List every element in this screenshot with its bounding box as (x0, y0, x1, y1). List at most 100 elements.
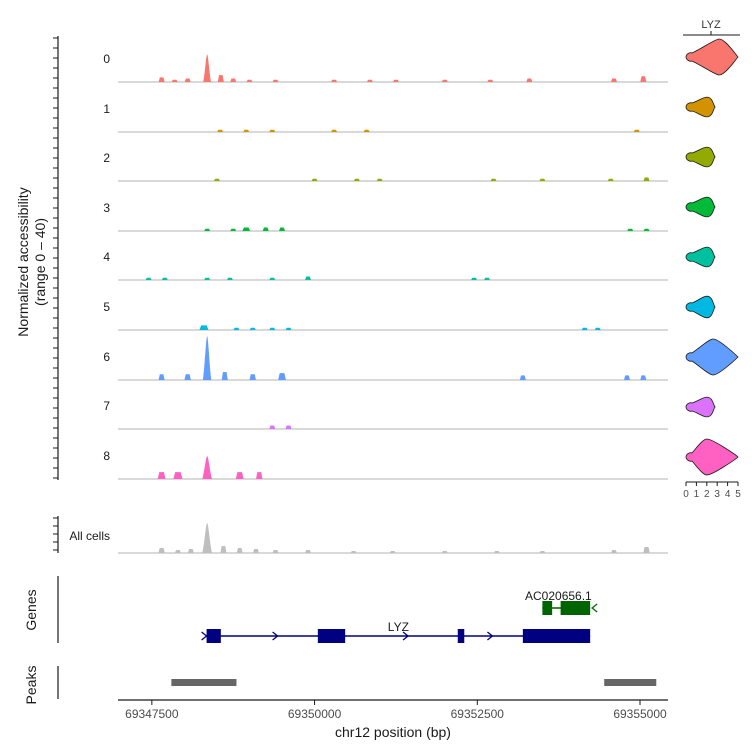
coverage-peak (633, 129, 640, 132)
coverage-peak (161, 277, 168, 280)
coverage-peak (171, 79, 178, 82)
coverage-peak (366, 79, 373, 82)
coverage-peak (202, 523, 213, 553)
coverage-peak (243, 129, 250, 132)
coverage-y-axis-title: Normalized accessibility(range 0 – 40) (15, 187, 48, 336)
violin-panel: LYZ 0 1 2 3 4 5 (683, 19, 741, 500)
coverage-peak (230, 78, 237, 82)
gene-exon (560, 601, 591, 615)
coverage-peak (249, 327, 256, 330)
coverage-peak (158, 374, 165, 380)
coverage-peak (640, 76, 647, 82)
gene-strand-arrow (487, 631, 494, 641)
violin-x-tick-label: 1 (694, 489, 700, 500)
coverage-peak (269, 425, 276, 429)
coverage-peak (272, 79, 279, 82)
coverage-peak (184, 374, 191, 380)
coverage-peak (640, 375, 647, 380)
peak-region (604, 679, 657, 686)
coverage-peak (441, 551, 448, 553)
coverage-peak (493, 551, 500, 553)
violin-shape (685, 438, 739, 476)
gene-strand-arrow (201, 631, 208, 641)
coverage-peak (519, 375, 526, 380)
coverage-peak (184, 78, 191, 82)
gene-exon (206, 629, 221, 643)
coverage-peak (539, 178, 546, 181)
coverage-peak (331, 129, 338, 132)
gene-strand-arrow (543, 603, 550, 613)
coverage-peak (202, 336, 212, 380)
x-tick-label: 69350000 (288, 707, 342, 721)
coverage-peak (202, 456, 213, 479)
peaks-axis-title: Peaks (23, 666, 39, 705)
coverage-peak (610, 78, 617, 82)
violin-shape (685, 338, 739, 376)
violin-shape (685, 295, 716, 319)
coverage-peak (350, 551, 357, 553)
coverage-peak (246, 79, 253, 82)
coverage-peak (594, 327, 601, 330)
coverage-peak (217, 75, 224, 82)
coverage-peak (643, 547, 650, 553)
violin-shape (685, 396, 716, 418)
gene-exon (457, 629, 465, 643)
coverage-peak (539, 551, 546, 553)
coverage-peak (581, 327, 588, 330)
track-label: 5 (103, 300, 110, 314)
coverage-peak (363, 129, 370, 132)
violin-x-tick-label: 4 (725, 489, 731, 500)
coverage-peak (173, 472, 183, 479)
coverage-peak (490, 178, 497, 181)
genes-axis-title: Genes (23, 589, 39, 630)
coverage-peak (230, 228, 237, 231)
coverage-peak (221, 371, 228, 380)
coverage-peak (158, 77, 165, 82)
coverage-peak (242, 227, 251, 231)
violin-shape (685, 146, 716, 168)
coverage-peak (203, 54, 212, 82)
coverage-peak (233, 327, 240, 330)
coverage-peak (471, 277, 478, 280)
gene-exon (542, 601, 553, 615)
coverage-peak (487, 79, 494, 82)
coverage-peak (526, 78, 533, 82)
violin-shape (685, 38, 739, 76)
violin-shape (685, 246, 716, 268)
coverage-peak (249, 374, 256, 380)
coverage-y-axis-title-line: (range 0 – 40) (32, 218, 48, 306)
track-label: 4 (103, 250, 110, 264)
coverage-peak (217, 129, 224, 132)
gene-strand-arrow (591, 603, 598, 613)
x-axis-title: chr12 position (bp) (335, 724, 451, 740)
track-label: 0 (103, 52, 110, 66)
track-label: 2 (103, 151, 110, 165)
coverage-peak (199, 325, 209, 330)
coverage-peak (305, 276, 312, 280)
coverage-peak (204, 228, 211, 231)
coverage-peak (145, 277, 152, 280)
violin-x-tick-label: 3 (714, 489, 720, 500)
coverage-panel: 0 1 2 3 4 5 6 7 8 All cells Normalized accessibili… (15, 36, 668, 554)
coverage-peak (623, 375, 630, 380)
gene-label: AC020656.1 (525, 589, 592, 603)
coverage-peak (235, 472, 244, 479)
gene-strand-arrow (272, 631, 279, 641)
violin-shape (685, 196, 716, 218)
x-tick-label: 69355000 (613, 707, 667, 721)
coverage-peak (157, 472, 166, 479)
coverage-y-axis-title-line: Normalized accessibility (15, 187, 31, 336)
x-tick-label: 69352500 (451, 707, 505, 721)
x-axis: 69347500 69350000 69352500 69355000 chr12 po… (118, 699, 668, 740)
track-label: 6 (103, 350, 110, 364)
violin-shape (685, 96, 716, 118)
coverage-peak (262, 227, 269, 231)
coverage-peak (255, 472, 263, 479)
gene-exon (522, 629, 591, 643)
peak-panel: Peaks (23, 666, 657, 705)
coverage-peak (269, 327, 276, 330)
coverage-peak (226, 277, 233, 280)
coverage-peak (213, 178, 220, 181)
coverage-peak (220, 546, 227, 553)
